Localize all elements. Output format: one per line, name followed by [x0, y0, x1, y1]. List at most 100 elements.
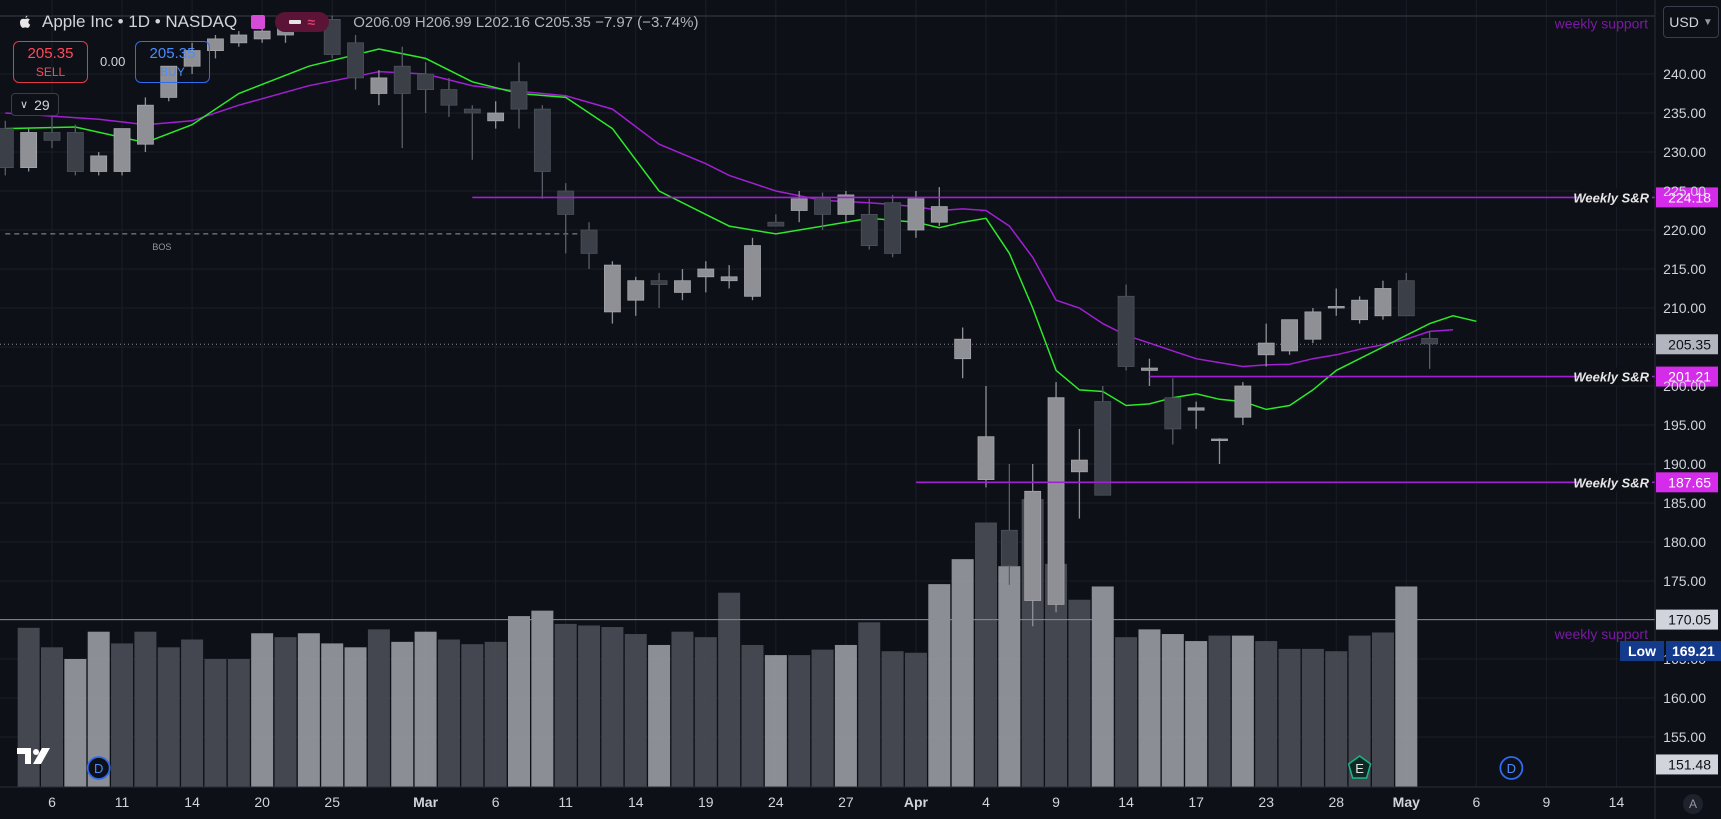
- volume-bar: [554, 623, 577, 787]
- candle-body: [907, 198, 925, 231]
- volume-bar: [718, 592, 741, 787]
- candle-body: [370, 77, 388, 94]
- volume-bar: [648, 644, 671, 787]
- volume-bar: [671, 631, 694, 787]
- candle: [1304, 308, 1322, 344]
- candle-body: [837, 194, 855, 215]
- candle-body: [790, 198, 808, 211]
- visibility-toggle[interactable]: ≈: [275, 12, 330, 32]
- indicator-color-icon[interactable]: [251, 15, 266, 29]
- price-tick-label: 160.00: [1663, 690, 1706, 706]
- candle-body: [463, 108, 481, 114]
- candle: [604, 261, 621, 324]
- candle-body: [580, 229, 598, 254]
- time-tick-label: 9: [1052, 794, 1060, 810]
- volume-bar: [1091, 586, 1114, 787]
- candle-body: [627, 280, 645, 301]
- time-tick-label: 23: [1258, 794, 1274, 810]
- tradingview-logo-icon[interactable]: [15, 744, 61, 768]
- candle: [767, 214, 785, 227]
- volume-bar: [461, 644, 484, 787]
- candle: [183, 42, 201, 74]
- candle: [253, 27, 271, 43]
- earnings-marker: [1347, 755, 1372, 779]
- candle: [1187, 401, 1205, 429]
- sell-button[interactable]: 205.35 SELL: [13, 41, 88, 83]
- candle-body: [1397, 280, 1415, 317]
- candle-body: [650, 280, 668, 286]
- candle: [43, 113, 61, 149]
- volume-bar: [904, 652, 927, 787]
- candle: [0, 120, 14, 176]
- time-axis[interactable]: 6 11 14 20 25 Mar 6 11 14 19 24 27 Apr 4 9 14 17 23 28 May 6…: [0, 786, 1721, 810]
- candle: [1141, 358, 1158, 386]
- last-price-tag-text: 205.35: [1668, 336, 1711, 352]
- volume-bar: [1068, 599, 1091, 787]
- candle-body: [674, 280, 691, 293]
- volume-bar: [788, 655, 811, 787]
- candle: [1374, 280, 1392, 320]
- volume-bar: [928, 584, 951, 787]
- candle-body: [1211, 438, 1228, 442]
- candle: [440, 77, 458, 117]
- volume-bar: [204, 659, 227, 787]
- symbol-title[interactable]: Apple Inc • 1D • NASDAQ: [42, 12, 238, 31]
- earnings-marker-label: E: [1355, 761, 1364, 776]
- candle-body: [814, 198, 831, 215]
- last-price-tag: [1656, 334, 1718, 355]
- ohlc-readout: O206.09 H206.99 L202.16 C205.35 −7.97 (−…: [353, 13, 699, 31]
- volume-bar: [297, 633, 320, 787]
- candle: [370, 70, 388, 106]
- price-tick-label: 215.00: [1663, 261, 1706, 277]
- bottom-price-tag: [1656, 754, 1718, 775]
- volume-bar: [881, 651, 904, 787]
- volume-bar: [344, 647, 367, 787]
- candle: [1327, 288, 1345, 316]
- minus-icon: [289, 20, 302, 24]
- candle: [533, 105, 551, 199]
- candle: [487, 101, 505, 129]
- candle: [510, 62, 528, 129]
- level-label-bg: [1580, 367, 1652, 386]
- candle-body: [1071, 459, 1088, 473]
- candle: [1421, 331, 1439, 369]
- volume-bars: [17, 499, 1418, 787]
- volume-bar: [1161, 634, 1184, 787]
- buy-button[interactable]: 205.35 BUY: [135, 41, 210, 83]
- candle: [627, 276, 645, 316]
- low-price-tag: Low 169.21: [1620, 641, 1721, 661]
- candle-body: [160, 65, 178, 98]
- candle-body: [417, 73, 435, 90]
- volume-bar: [321, 643, 344, 787]
- auto-scale-button[interactable]: A: [1683, 794, 1703, 814]
- volume-bar: [998, 566, 1021, 787]
- time-tick-label: 6: [48, 794, 56, 810]
- buy-price: 205.35: [149, 45, 196, 62]
- apple-logo-icon: [20, 15, 31, 28]
- currency-dropdown[interactable]: USD ▼: [1663, 6, 1719, 38]
- candle-body: [1164, 397, 1182, 430]
- candle-body: [136, 104, 154, 145]
- candle: [1047, 382, 1065, 613]
- candle: [674, 269, 691, 301]
- candle: [1234, 382, 1252, 425]
- candle-body: [954, 338, 972, 360]
- volume-bar: [741, 644, 764, 787]
- sell-price: 205.35: [27, 45, 74, 62]
- dividend-marker: [86, 756, 111, 780]
- candle-body: [183, 50, 201, 67]
- price-axis[interactable]: 240.00 235.00 230.00 225.00 220.00 215.00 210.…: [1654, 0, 1718, 819]
- time-tick-label: 14: [628, 794, 644, 810]
- candle-body: [230, 34, 248, 44]
- line-price-tag: [1656, 609, 1718, 630]
- candle: [1351, 296, 1368, 324]
- dividend-marker-label: D: [1507, 761, 1516, 776]
- volume-bar: [17, 627, 40, 787]
- quantity-dropdown[interactable]: ∨ 29: [11, 93, 59, 116]
- time-tick-label: May: [1393, 794, 1420, 810]
- candle-body: [323, 18, 341, 55]
- low-value: 169.21: [1666, 641, 1721, 661]
- candle-body: [860, 213, 878, 246]
